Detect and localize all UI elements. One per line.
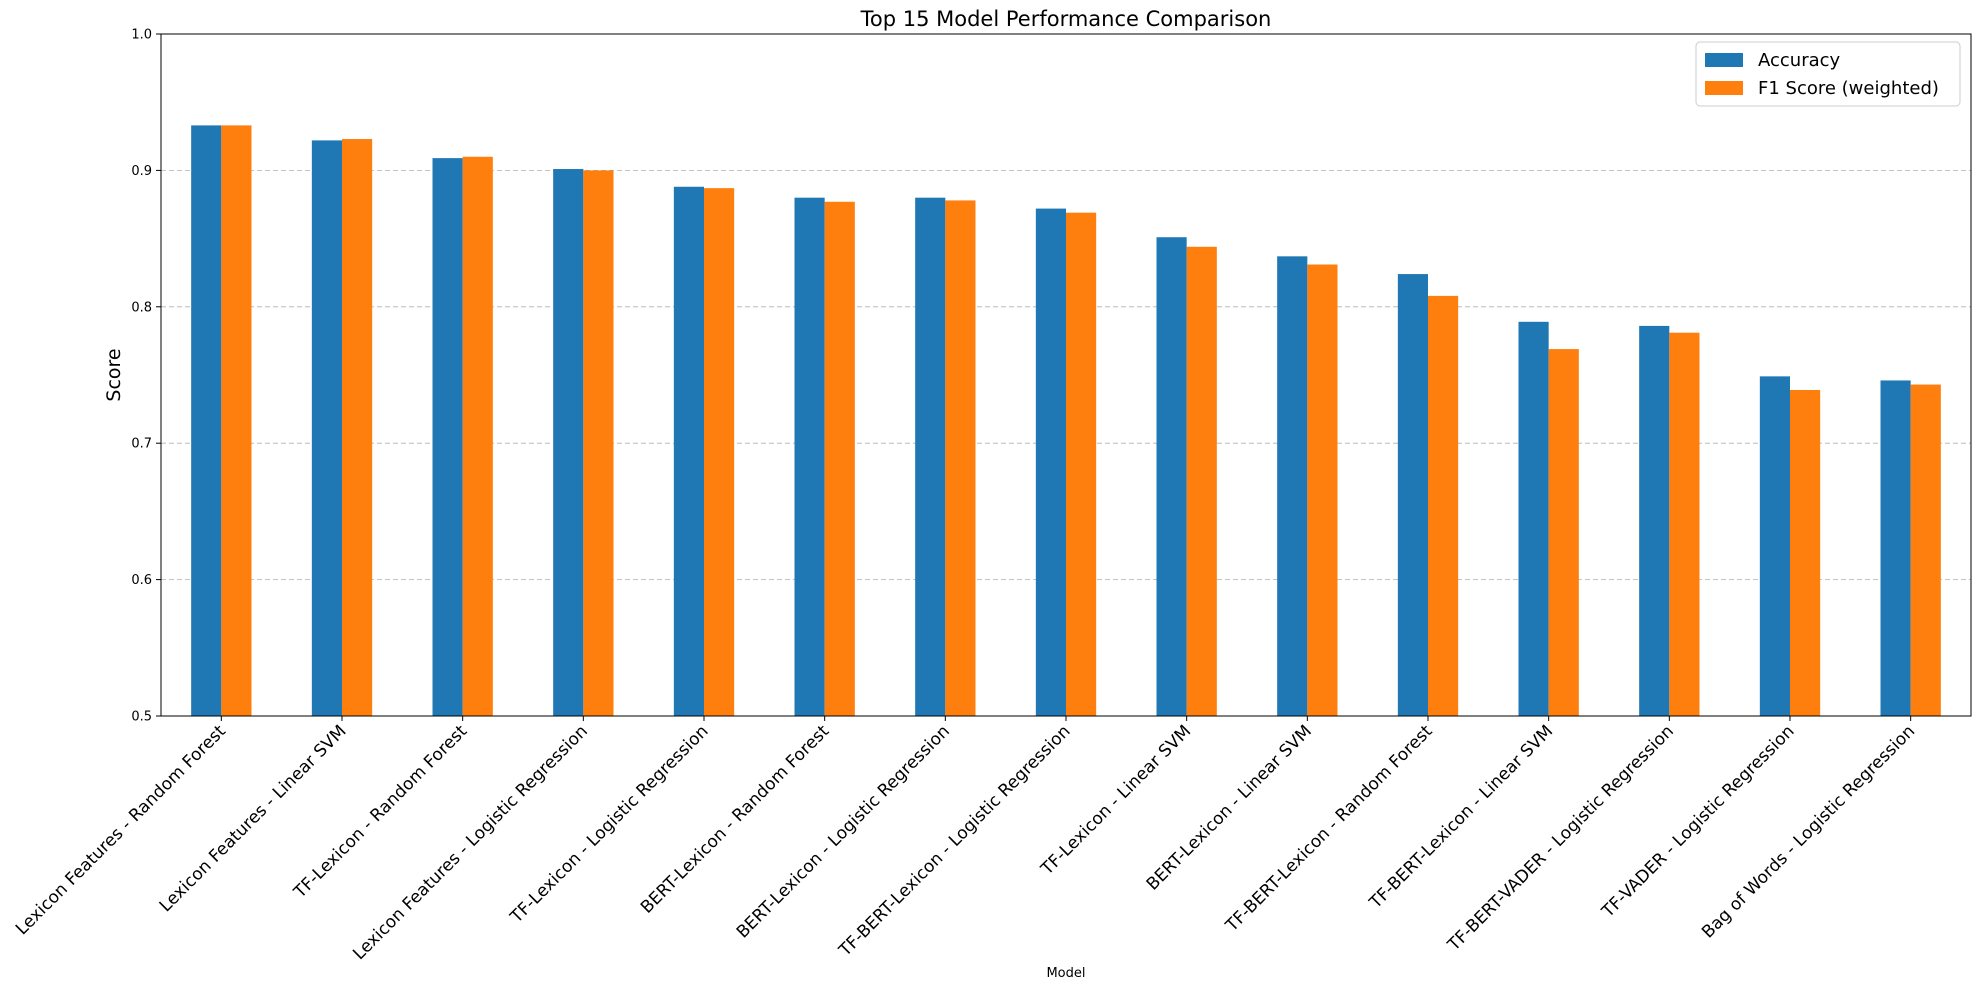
y-tick-label: 0.5 <box>131 710 152 725</box>
y-axis-label: Score <box>103 348 125 401</box>
bar-f1-score <box>824 201 855 717</box>
bars <box>191 125 1941 717</box>
legend-swatch-f1-score <box>1705 81 1743 95</box>
x-axis-label: Model <box>1046 966 1085 981</box>
legend-label-f1-score: F1 Score (weighted) <box>1758 78 1939 99</box>
bar-f1-score <box>1186 246 1217 716</box>
legend-frame <box>1695 41 1961 107</box>
bar-accuracy <box>191 125 222 716</box>
bar-f1-score <box>1428 295 1459 716</box>
x-tick-label: TF-BERT-Lexicon - Random Forest <box>1221 721 1436 936</box>
bar-accuracy <box>1035 208 1066 717</box>
bar-f1-score <box>1669 332 1700 716</box>
y-tick-label: 1.0 <box>131 28 152 43</box>
x-tick-label: TF-BERT-VADER - Logistic Regression <box>1443 721 1677 955</box>
x-tick-label: BERT-Lexicon - Random Forest <box>637 721 833 917</box>
x-tick-label: BERT-Lexicon - Logistic Regression <box>733 721 954 942</box>
bar-f1-score <box>704 188 735 716</box>
x-axis-ticks: Lexicon Features - Random ForestLexicon … <box>12 716 1919 964</box>
bar-f1-score <box>1066 212 1097 716</box>
bar-accuracy <box>915 197 946 716</box>
bar-f1-score <box>462 156 493 716</box>
x-tick-label: Lexicon Features - Linear SVM <box>156 721 351 916</box>
bar-accuracy <box>794 197 825 716</box>
bar-accuracy <box>1880 380 1911 716</box>
bar-f1-score <box>342 139 373 716</box>
bar-accuracy <box>432 158 463 716</box>
bar-f1-score <box>1548 349 1579 716</box>
bar-accuracy <box>311 140 342 717</box>
bar-f1-score <box>1307 264 1338 716</box>
x-tick-label: TF-Lexicon - Logistic Regression <box>506 721 712 927</box>
y-tick-label: 0.8 <box>131 300 152 315</box>
bar-accuracy <box>1277 256 1308 716</box>
bar-f1-score <box>583 170 614 716</box>
legend-swatch-accuracy <box>1705 53 1743 67</box>
legend-label-accuracy: Accuracy <box>1758 50 1841 71</box>
bar-accuracy <box>1759 376 1790 716</box>
y-tick-label: 0.6 <box>131 573 152 588</box>
bar-accuracy <box>1518 321 1549 716</box>
bar-f1-score <box>1790 390 1821 716</box>
x-tick-label: Lexicon Features - Random Forest <box>12 721 230 939</box>
y-tick-label: 0.7 <box>131 437 152 452</box>
bar-f1-score <box>221 125 252 716</box>
bar-accuracy <box>673 186 704 716</box>
bar-f1-score <box>945 200 976 716</box>
x-tick-label: Bag of Words - Logistic Regression <box>1698 721 1919 942</box>
x-tick-label: TF-BERT-Lexicon - Logistic Regression <box>835 721 1075 961</box>
legend: Accuracy F1 Score (weighted) <box>1695 41 1961 107</box>
bar-accuracy <box>1156 237 1187 716</box>
bar-accuracy <box>553 169 584 716</box>
chart-title: Top 15 Model Performance Comparison <box>860 7 1272 31</box>
y-axis-ticks: 0.5 0.6 0.7 0.8 0.9 1.0 <box>131 28 161 725</box>
bar-accuracy <box>1397 274 1428 716</box>
x-tick-label: Lexicon Features - Logistic Regression <box>349 721 592 964</box>
x-tick-label: TF-VADER - Logistic Regression <box>1598 721 1799 922</box>
y-tick-label: 0.9 <box>131 164 152 179</box>
bar-accuracy <box>1639 325 1670 716</box>
bar-f1-score <box>1910 384 1941 716</box>
